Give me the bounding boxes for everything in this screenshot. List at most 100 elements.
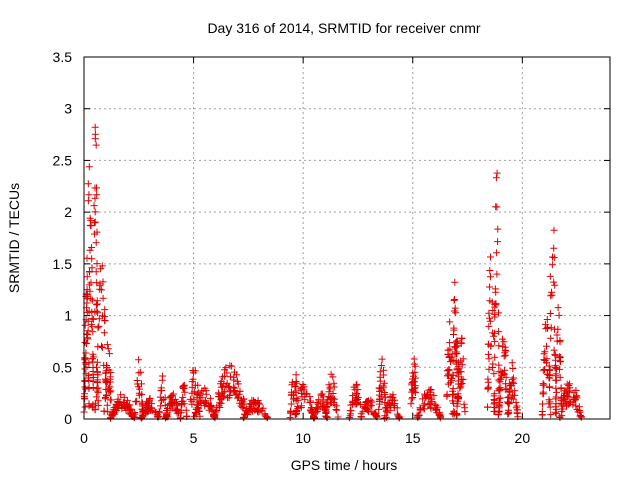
data-point — [117, 391, 125, 399]
data-point — [365, 407, 372, 415]
data-point — [420, 405, 428, 413]
data-point — [241, 410, 248, 418]
data-point — [545, 367, 553, 374]
data-point — [91, 208, 99, 216]
data-point — [211, 410, 219, 418]
data-point — [186, 395, 194, 403]
data-point — [547, 411, 555, 419]
data-point — [445, 366, 453, 374]
data-point — [292, 389, 300, 397]
data-point — [242, 411, 250, 419]
data-point — [263, 414, 271, 422]
data-point — [419, 395, 427, 403]
data-point — [125, 407, 133, 415]
data-point — [99, 294, 107, 302]
data-point — [443, 390, 451, 398]
data-point — [484, 403, 491, 411]
x-tick-label: 5 — [190, 430, 198, 446]
data-point — [499, 335, 506, 343]
data-point — [557, 357, 564, 365]
data-point — [487, 273, 494, 281]
data-point — [452, 348, 460, 356]
data-point — [227, 387, 235, 395]
data-point — [546, 366, 554, 374]
data-point — [556, 353, 564, 361]
data-point — [133, 377, 141, 384]
data-point — [94, 343, 102, 351]
data-point — [390, 404, 398, 412]
data-point — [490, 332, 498, 340]
data-point — [513, 402, 521, 410]
data-point — [375, 384, 383, 392]
data-point — [94, 309, 102, 317]
data-point — [286, 414, 294, 422]
data-point — [430, 392, 438, 400]
data-point — [395, 414, 403, 422]
data-point — [91, 194, 99, 202]
data-point — [98, 342, 105, 350]
data-point — [436, 412, 444, 420]
data-point — [452, 337, 460, 345]
data-point — [493, 169, 501, 177]
data-point — [509, 365, 517, 372]
data-point — [444, 350, 452, 358]
data-point — [93, 358, 101, 366]
chart-title: Day 316 of 2014, SRMTID for receiver cnm… — [207, 20, 480, 36]
data-point — [88, 255, 96, 263]
y-tick-label: 1 — [64, 308, 72, 324]
data-point — [105, 383, 113, 391]
data-point — [247, 405, 254, 413]
data-point — [132, 397, 140, 405]
data-point — [455, 363, 462, 371]
data-point — [490, 396, 498, 403]
data-point — [484, 384, 492, 392]
data-point — [100, 329, 108, 337]
data-point — [490, 370, 498, 378]
data-point — [553, 331, 561, 339]
data-point — [554, 304, 562, 312]
data-point — [98, 344, 106, 351]
data-point — [504, 410, 512, 418]
y-axis-label: SRMTID / TECUs — [6, 183, 22, 293]
data-point — [380, 371, 388, 379]
data-point — [93, 191, 101, 199]
plot-frame — [83, 56, 611, 420]
data-point — [377, 362, 385, 369]
data-point — [156, 409, 164, 417]
data-point — [415, 411, 423, 419]
data-point — [486, 317, 494, 325]
data-point — [550, 226, 558, 234]
data-point — [427, 386, 435, 393]
data-point — [562, 398, 570, 406]
data-point — [298, 384, 306, 392]
data-point — [101, 306, 109, 314]
data-point — [550, 346, 558, 354]
data-point — [545, 396, 553, 404]
data-point — [161, 414, 169, 422]
data-point — [349, 392, 357, 400]
data-point — [446, 318, 454, 326]
data-point — [93, 393, 101, 401]
data-point — [154, 413, 162, 421]
data-point — [491, 329, 498, 337]
data-point — [332, 406, 340, 413]
y-tick-label: 0 — [64, 411, 72, 427]
data-point — [179, 383, 187, 391]
data-point — [507, 382, 514, 389]
data-point — [449, 371, 457, 379]
data-point — [216, 404, 224, 411]
data-point — [97, 286, 105, 294]
data-point — [505, 386, 513, 394]
data-point — [450, 324, 458, 332]
data-point — [565, 382, 573, 389]
data-point — [206, 394, 214, 402]
data-point — [411, 362, 419, 370]
data-point — [104, 345, 112, 353]
data-point — [135, 383, 143, 391]
data-point — [110, 408, 118, 416]
data-point — [550, 254, 558, 262]
data-point — [87, 321, 95, 329]
data-point — [426, 391, 434, 399]
data-point — [345, 414, 353, 421]
data-point — [409, 387, 417, 395]
